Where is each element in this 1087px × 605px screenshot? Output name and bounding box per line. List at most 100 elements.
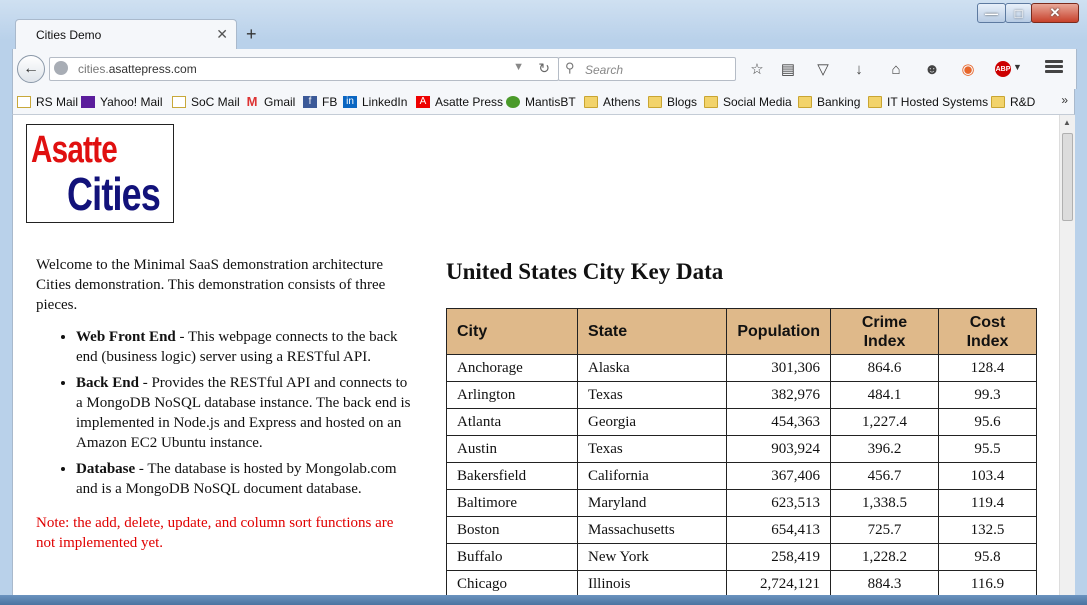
logo-line-2: Cities bbox=[67, 168, 161, 220]
table-row[interactable]: Bakersfield California 367,406 456.7 103.4 bbox=[446, 462, 1037, 490]
bookmark-folder-it-hosted-systems[interactable]: IT Hosted Systems bbox=[868, 95, 988, 109]
hamburger-menu-icon[interactable] bbox=[1045, 58, 1063, 76]
bookmark-yahoo-mail[interactable]: Yahoo! Mail bbox=[81, 95, 162, 109]
bookmark-asatte-press[interactable]: A Asatte Press bbox=[416, 95, 503, 109]
adblock-dropdown-icon[interactable]: ▼ bbox=[1013, 62, 1022, 72]
address-bar[interactable]: cities.asattepress.com ▼ ↻ bbox=[49, 57, 559, 81]
cell-population: 382,976 bbox=[726, 381, 831, 409]
folder-icon bbox=[991, 96, 1005, 108]
cell-crime-index: 456.7 bbox=[830, 462, 939, 490]
new-tab-plus-icon[interactable]: + bbox=[246, 24, 257, 44]
chat-icon[interactable]: ☻ bbox=[924, 60, 940, 78]
bookmark-fb[interactable]: f FB bbox=[303, 95, 337, 109]
vertical-scrollbar[interactable]: ▲ bbox=[1059, 115, 1075, 595]
adblock-icon[interactable]: ABP bbox=[995, 61, 1011, 77]
cell-city: Arlington bbox=[446, 381, 578, 409]
home-icon[interactable]: ⌂ bbox=[891, 60, 901, 78]
folder-icon bbox=[704, 96, 718, 108]
cell-cost-index: 132.5 bbox=[938, 516, 1037, 544]
back-arrow-icon[interactable]: ← bbox=[17, 55, 45, 83]
cell-crime-index: 1,338.5 bbox=[830, 489, 939, 517]
cell-crime-index: 1,227.4 bbox=[830, 408, 939, 436]
reload-icon[interactable]: ↻ bbox=[538, 60, 550, 76]
asatte-cities-logo: Asatte Cities bbox=[26, 124, 174, 223]
maximize-button[interactable]: □ bbox=[1005, 3, 1032, 23]
cell-crime-index: 725.7 bbox=[830, 516, 939, 544]
persona-icon[interactable]: ◉ bbox=[961, 61, 975, 78]
column-header-population[interactable]: Population bbox=[726, 308, 831, 355]
tab-close-icon[interactable]: ✕ bbox=[216, 26, 228, 42]
bookmarks-overflow-chevron-icon[interactable]: » bbox=[1061, 93, 1068, 107]
cell-population: 258,419 bbox=[726, 543, 831, 571]
download-arrow-icon[interactable]: ↓ bbox=[855, 60, 863, 78]
bookmark-mantisbt[interactable]: MantisBT bbox=[506, 95, 576, 109]
cell-city: Chicago bbox=[446, 570, 578, 595]
column-header-state[interactable]: State bbox=[577, 308, 727, 355]
cell-population: 367,406 bbox=[726, 462, 831, 490]
cities-table: City State Population Crime Index Cost Ind… bbox=[446, 308, 1037, 595]
cell-cost-index: 116.9 bbox=[938, 570, 1037, 595]
cell-cost-index: 103.4 bbox=[938, 462, 1037, 490]
pocket-icon[interactable]: ▽ bbox=[817, 61, 829, 78]
url-dropdown-icon[interactable]: ▼ bbox=[513, 61, 524, 73]
mail-icon bbox=[172, 96, 186, 108]
bookmark-linkedin[interactable]: in LinkedIn bbox=[343, 95, 407, 109]
table-row[interactable]: Arlington Texas 382,976 484.1 99.3 bbox=[446, 381, 1037, 409]
navigation-toolbar: ← cities.asattepress.com ▼ ↻ ⚲ Search ☆ … bbox=[12, 49, 1077, 89]
table-row[interactable]: Anchorage Alaska 301,306 864.6 128.4 bbox=[446, 354, 1037, 382]
reading-list-icon[interactable]: ▤ bbox=[780, 61, 796, 78]
bookmark-folder-rnd[interactable]: R&D bbox=[991, 95, 1035, 109]
star-bookmark-icon[interactable]: ☆ bbox=[750, 61, 764, 78]
cell-crime-index: 884.3 bbox=[830, 570, 939, 595]
cell-population: 2,724,121 bbox=[726, 570, 831, 595]
cell-population: 623,513 bbox=[726, 489, 831, 517]
yahoo-mail-icon bbox=[81, 96, 95, 108]
search-icon: ⚲ bbox=[565, 60, 575, 75]
minimize-button[interactable]: — bbox=[977, 3, 1006, 23]
search-placeholder: Search bbox=[585, 63, 624, 77]
bookmark-folder-banking[interactable]: Banking bbox=[798, 95, 860, 109]
not-implemented-note: Note: the add, delete, update, and colum… bbox=[36, 515, 394, 551]
table-row[interactable]: Chicago Illinois 2,724,121 884.3 116.9 bbox=[446, 570, 1037, 595]
gmail-icon: M bbox=[246, 94, 258, 109]
cell-city: Buffalo bbox=[446, 543, 578, 571]
column-header-city[interactable]: City bbox=[446, 308, 578, 355]
table-row[interactable]: Atlanta Georgia 454,363 1,227.4 95.6 bbox=[446, 408, 1037, 436]
facebook-icon: f bbox=[303, 96, 317, 108]
scroll-up-arrow-icon[interactable]: ▲ bbox=[1063, 118, 1071, 127]
cell-city: Atlanta bbox=[446, 408, 578, 436]
bookmark-folder-blogs[interactable]: Blogs bbox=[648, 95, 697, 109]
tab-cities-demo[interactable]: Cities Demo ✕ bbox=[15, 19, 237, 49]
search-input[interactable]: ⚲ Search bbox=[558, 57, 736, 81]
cell-state: New York bbox=[577, 543, 727, 571]
column-header-cost-index[interactable]: Cost Index bbox=[938, 308, 1037, 355]
close-window-button[interactable]: ✕ bbox=[1031, 3, 1079, 23]
bookmark-folder-social-media[interactable]: Social Media bbox=[704, 95, 792, 109]
cell-state: Massachusetts bbox=[577, 516, 727, 544]
cell-crime-index: 864.6 bbox=[830, 354, 939, 382]
bookmark-soc-mail[interactable]: SoC Mail bbox=[172, 95, 240, 109]
cell-cost-index: 119.4 bbox=[938, 489, 1037, 517]
architecture-list: Web Front End - This webpage connects to… bbox=[36, 327, 416, 499]
bookmark-rs-mail[interactable]: RS Mail bbox=[17, 95, 78, 109]
cell-state: Maryland bbox=[577, 489, 727, 517]
table-row[interactable]: Boston Massachusetts 654,413 725.7 132.5 bbox=[446, 516, 1037, 544]
cell-city: Baltimore bbox=[446, 489, 578, 517]
table-row[interactable]: Buffalo New York 258,419 1,228.2 95.8 bbox=[446, 543, 1037, 571]
table-row[interactable]: Baltimore Maryland 623,513 1,338.5 119.4 bbox=[446, 489, 1037, 517]
cell-cost-index: 99.3 bbox=[938, 381, 1037, 409]
scrollbar-thumb[interactable] bbox=[1062, 133, 1073, 221]
list-item: Database - The database is hosted by Mon… bbox=[76, 459, 416, 499]
close-icon: ✕ bbox=[1049, 5, 1061, 20]
url-text[interactable]: cities.asattepress.com bbox=[78, 62, 197, 76]
mantis-icon bbox=[506, 96, 520, 108]
bookmark-folder-athens[interactable]: Athens bbox=[584, 95, 640, 109]
table-row[interactable]: Austin Texas 903,924 396.2 95.5 bbox=[446, 435, 1037, 463]
page-content: Asatte Cities Welcome to the Minimal Saa… bbox=[12, 115, 1060, 595]
column-header-crime-index[interactable]: Crime Index bbox=[830, 308, 939, 355]
bookmark-gmail[interactable]: M Gmail bbox=[246, 94, 296, 109]
cell-city: Boston bbox=[446, 516, 578, 544]
linkedin-icon: in bbox=[343, 96, 357, 108]
bookmarks-toolbar: RS Mail Yahoo! Mail SoC Mail M Gmail f FB … bbox=[12, 89, 1075, 115]
